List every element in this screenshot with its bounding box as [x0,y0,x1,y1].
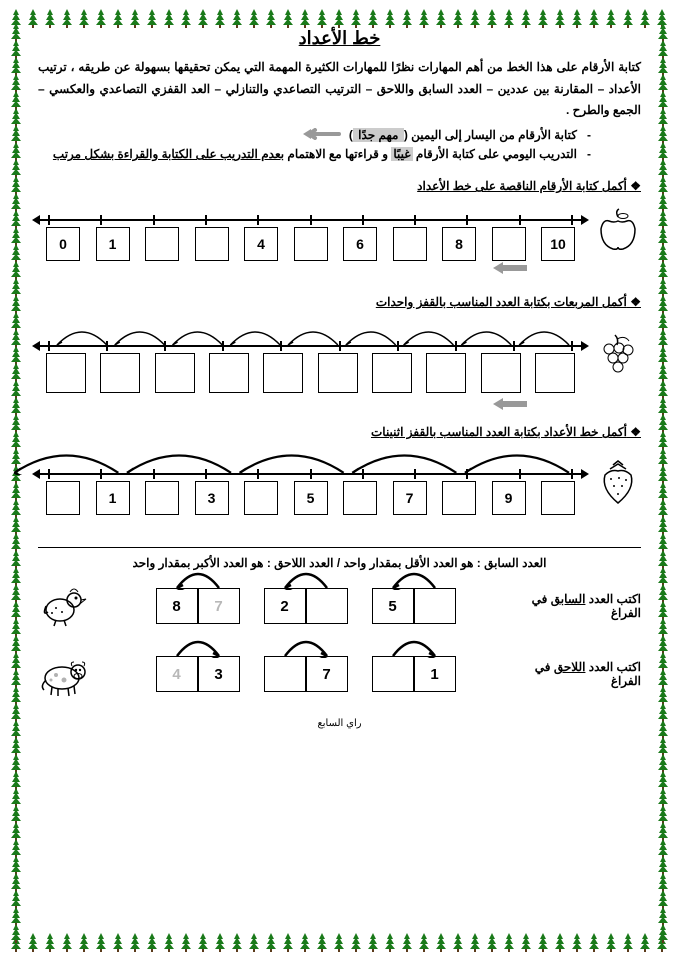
direction-arrow-icon [493,261,533,279]
number-box[interactable] [100,353,140,393]
answer-cell[interactable]: 1 [414,656,456,692]
number-box[interactable]: 5 [294,481,328,515]
answer-cell[interactable]: 3 [198,656,240,692]
section1-title: أكمل كتابة الأرقام الناقصة على خط الأعدا… [38,179,641,193]
page-title: خط الأعداد [38,28,641,49]
number-box[interactable] [46,481,80,515]
divider [38,547,641,548]
intro-text: كتابة الأرقام على هذا الخط من أهم المهار… [38,57,641,122]
given-cell: 5 [372,588,414,624]
number-box[interactable] [294,227,328,261]
number-box[interactable] [372,353,412,393]
number-box[interactable]: 4 [244,227,278,261]
given-cell [372,656,414,692]
number-box[interactable] [426,353,466,393]
apple-icon [595,207,641,253]
number-box[interactable] [541,481,575,515]
number-box[interactable]: 6 [343,227,377,261]
direction-arrow-icon [493,397,533,415]
cow-icon [38,650,90,698]
number-box[interactable] [195,227,229,261]
number-box[interactable] [492,227,526,261]
number-box[interactable]: 3 [195,481,229,515]
number-box[interactable]: 7 [393,481,427,515]
number-box[interactable] [155,353,195,393]
number-box[interactable] [244,481,278,515]
grapes-icon [595,333,641,379]
section2-title: أكمل المربعات بكتابة العدد المناسب بالقف… [38,295,641,309]
number-box[interactable]: 10 [541,227,575,261]
number-box[interactable] [145,227,179,261]
section3-title: أكمل خط الأعداد بكتابة العدد المناسب بال… [38,425,641,439]
given-cell [264,656,306,692]
number-box[interactable] [481,353,521,393]
answer-cell[interactable]: 7 [306,656,348,692]
number-box[interactable]: 9 [492,481,526,515]
number-box[interactable]: 1 [96,227,130,261]
number-box[interactable] [145,481,179,515]
next-number-row: اكتب العدد اللاحق في الفراغ 3471 [38,650,641,698]
given-cell: 4 [156,656,198,692]
number-box[interactable]: 8 [442,227,476,261]
answer-cell[interactable] [414,588,456,624]
arrow-left-icon [301,128,341,143]
exercise-2 [38,315,641,407]
given-cell: 2 [264,588,306,624]
number-box[interactable] [535,353,575,393]
number-box[interactable]: 0 [46,227,80,261]
exercise-1: 01 4 6 8 10 [38,199,641,277]
number-box[interactable] [442,481,476,515]
number-box[interactable] [209,353,249,393]
number-box[interactable] [393,227,427,261]
strawberry-icon [595,459,641,505]
footer-text: راي السابع [38,718,641,729]
exercise-3: 1 3 5 7 9 [38,445,641,533]
number-box[interactable] [318,353,358,393]
number-box[interactable] [263,353,303,393]
given-cell: 8 [156,588,198,624]
previous-number-row: اكتب العدد السابق في الفراغ 7825 [38,582,641,630]
number-box[interactable] [46,353,86,393]
bullet-list: كتابة الأرقام من اليسار إلى اليمين ( مهم… [38,128,631,161]
bird-icon [38,582,90,630]
answer-cell[interactable] [306,588,348,624]
answer-cell[interactable]: 7 [198,588,240,624]
number-box[interactable] [343,481,377,515]
number-box[interactable]: 1 [96,481,130,515]
